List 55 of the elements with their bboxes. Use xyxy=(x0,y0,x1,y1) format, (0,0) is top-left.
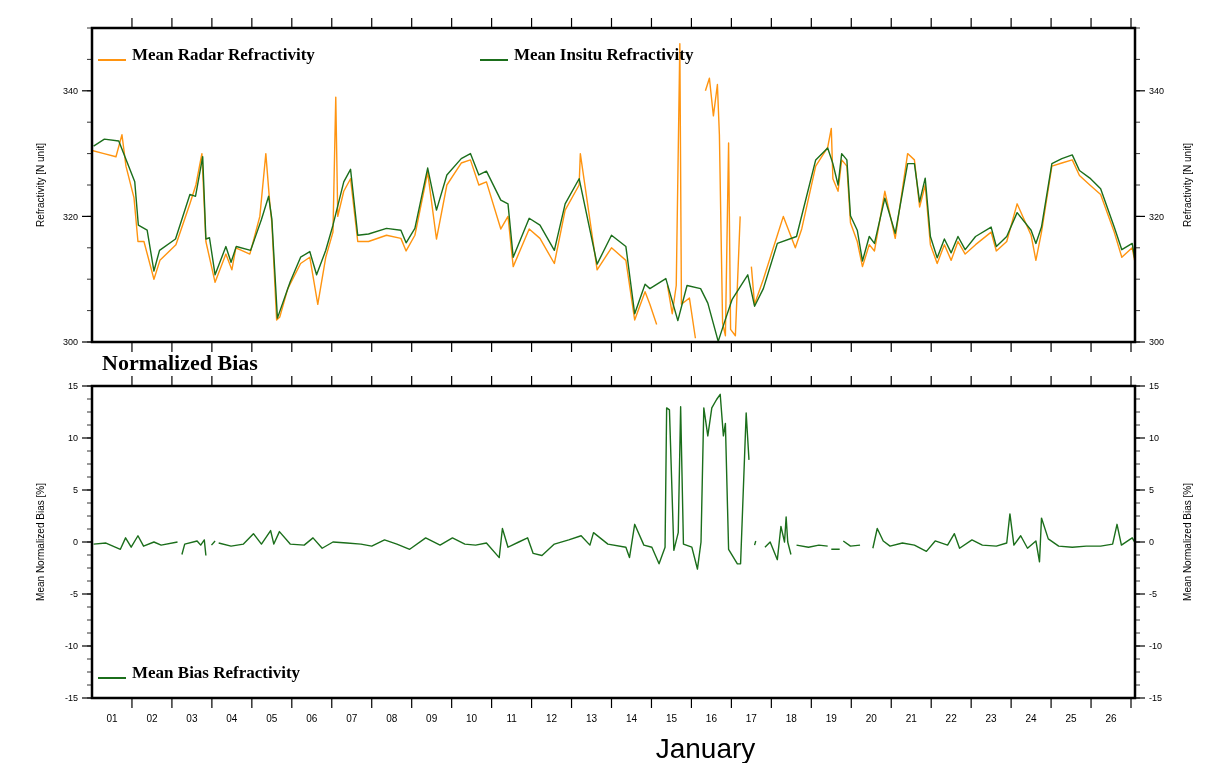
x-tick-label: 19 xyxy=(825,713,838,724)
x-tick-label: 01 xyxy=(106,713,118,724)
legend-label: Mean Radar Refractivity xyxy=(132,45,316,64)
x-tick-label: 10 xyxy=(466,713,478,724)
x-axis-title: January xyxy=(655,733,756,763)
x-tick-label: 18 xyxy=(785,713,798,724)
x-tick-label: 06 xyxy=(306,713,318,724)
x-tick-label: 08 xyxy=(386,713,398,724)
y-axis-title: Refractivity [N unit] xyxy=(35,142,46,227)
x-tick-label: 12 xyxy=(546,713,558,724)
y-tick-label: -15 xyxy=(64,693,78,704)
y-tick-label: 15 xyxy=(67,381,78,392)
y2-tick-label: -15 xyxy=(1149,693,1163,704)
y2-tick-label: 340 xyxy=(1149,85,1165,96)
chart-title: Normalized Bias xyxy=(102,350,259,375)
x-tick-label: 22 xyxy=(945,713,958,724)
y2-tick-label: 10 xyxy=(1149,433,1160,444)
x-tick-label: 16 xyxy=(705,713,718,724)
legend-label: Mean Bias Refractivity xyxy=(132,663,301,682)
x-tick-label: 21 xyxy=(905,713,918,724)
x-tick-label: 17 xyxy=(745,713,758,724)
y2-tick-label: -10 xyxy=(1149,641,1163,652)
y2-tick-label: 15 xyxy=(1149,381,1160,392)
y-tick-label: 0 xyxy=(72,537,78,548)
x-tick-label: 07 xyxy=(346,713,358,724)
x-tick-label: 13 xyxy=(585,713,598,724)
y-tick-label: 300 xyxy=(62,337,78,348)
y2-axis-title: Mean Normalized Bias [%] xyxy=(1182,482,1193,601)
y2-axis-title: Refractivity [N unit] xyxy=(1182,142,1193,227)
x-tick-label: 11 xyxy=(506,713,518,724)
y2-tick-label: 5 xyxy=(1149,485,1155,496)
y2-tick-label: 0 xyxy=(1149,537,1155,548)
x-tick-label: 23 xyxy=(985,713,998,724)
x-tick-label: 20 xyxy=(865,713,878,724)
x-tick-label: 14 xyxy=(625,713,638,724)
x-tick-label: 03 xyxy=(186,713,198,724)
line-series xyxy=(92,138,1135,342)
y-tick-label: 5 xyxy=(72,485,78,496)
y-tick-label: 10 xyxy=(67,433,78,444)
y-tick-label: 320 xyxy=(62,211,78,222)
x-tick-label: 05 xyxy=(266,713,278,724)
x-tick-label: 24 xyxy=(1025,713,1038,724)
y-tick-label: 340 xyxy=(62,85,78,96)
y2-tick-label: 320 xyxy=(1149,211,1165,222)
x-tick-label: 02 xyxy=(146,713,158,724)
x-tick-label: 04 xyxy=(226,713,238,724)
y2-tick-label: -5 xyxy=(1149,589,1158,600)
x-tick-label: 09 xyxy=(426,713,438,724)
y-tick-label: -5 xyxy=(69,589,78,600)
y-axis-title: Mean Normalized Bias [%] xyxy=(35,482,46,601)
y-tick-label: -10 xyxy=(64,641,78,652)
x-tick-label: 15 xyxy=(665,713,678,724)
x-tick-label: 25 xyxy=(1065,713,1078,724)
x-tick-label: 26 xyxy=(1105,713,1118,724)
y2-tick-label: 300 xyxy=(1149,337,1165,348)
